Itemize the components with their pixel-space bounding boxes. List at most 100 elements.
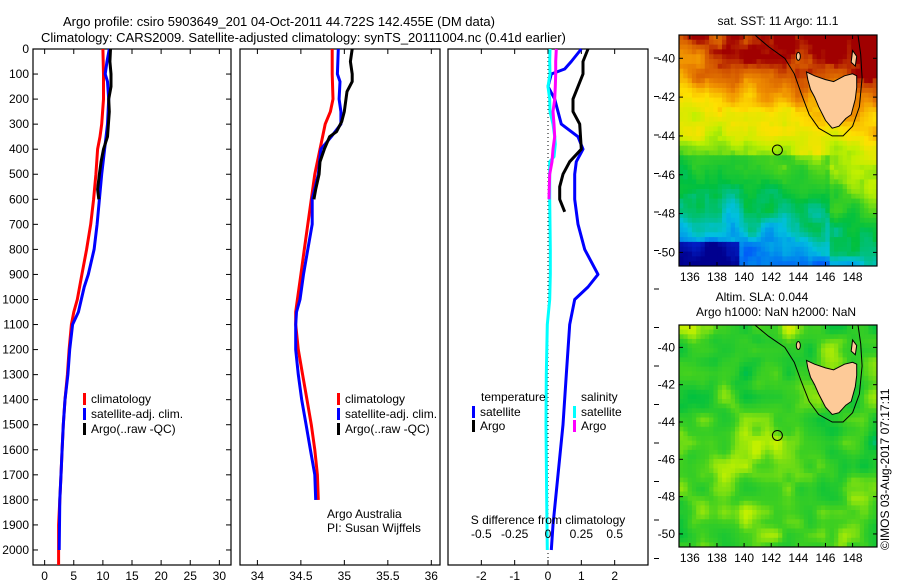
map-cell xyxy=(842,473,848,479)
map-cell xyxy=(679,97,684,103)
map-cell xyxy=(868,198,874,204)
x-tick-label: 35.5 xyxy=(376,569,400,580)
map-cell xyxy=(782,73,788,79)
map-cell xyxy=(679,83,684,89)
map-cell xyxy=(790,500,796,506)
map-cell xyxy=(769,39,775,46)
map-cell xyxy=(722,500,727,506)
map-cell xyxy=(709,394,714,400)
map-cell xyxy=(704,399,710,405)
map-cell xyxy=(683,222,689,229)
map-cell xyxy=(739,198,745,204)
map-cell xyxy=(834,431,839,437)
map-cell xyxy=(786,251,792,257)
map-cell xyxy=(872,140,877,147)
map-cell xyxy=(735,394,740,400)
map-cell xyxy=(773,179,779,185)
map-cell xyxy=(726,496,732,502)
x-tick-label: 138 xyxy=(707,551,727,565)
map-cell xyxy=(709,169,714,176)
map-cell xyxy=(834,213,839,219)
map-cell xyxy=(790,403,796,409)
map-cell xyxy=(795,542,801,547)
map-cell xyxy=(726,426,732,432)
map-cell xyxy=(864,116,869,123)
map-cell xyxy=(825,325,831,331)
map-cell xyxy=(778,78,783,84)
map-heatmap-cells xyxy=(679,325,877,547)
y-tick-label: -48 xyxy=(658,207,676,221)
map-cell xyxy=(803,325,809,331)
map-cell xyxy=(782,519,788,525)
map-cell xyxy=(868,482,874,488)
map-cell xyxy=(812,491,818,497)
map-cell xyxy=(842,514,848,520)
map-cell xyxy=(760,394,766,400)
map-cell xyxy=(679,426,684,432)
map-cell xyxy=(859,325,865,331)
map-cell xyxy=(769,107,775,113)
series-line-salinity-argo xyxy=(547,48,558,200)
map-cell xyxy=(726,445,732,451)
map-cell xyxy=(778,352,783,358)
map-cell xyxy=(872,477,877,483)
map-cell xyxy=(864,107,869,113)
map-cell xyxy=(821,449,826,456)
map-cell xyxy=(782,49,788,55)
map-cell xyxy=(834,491,839,497)
map-cell xyxy=(782,426,788,432)
map-cell xyxy=(735,54,740,60)
map-cell xyxy=(709,519,714,525)
map-cell xyxy=(709,160,714,166)
map-cell xyxy=(704,232,710,238)
map-cell xyxy=(735,417,740,423)
map-cell xyxy=(851,203,857,209)
map-cell xyxy=(821,179,826,185)
map-cell xyxy=(704,486,710,493)
map-cell xyxy=(846,179,852,185)
map-cell xyxy=(735,49,740,55)
map-cell xyxy=(709,491,714,497)
map-cell xyxy=(704,237,710,243)
map-frame xyxy=(678,324,878,548)
map-cell xyxy=(769,63,775,70)
map-cell xyxy=(872,338,877,345)
map-cell xyxy=(872,371,877,377)
map-cell xyxy=(855,102,861,108)
map-cell xyxy=(683,97,689,103)
map-cell xyxy=(829,73,835,79)
map-cell xyxy=(851,403,857,409)
map-cell xyxy=(713,174,719,180)
map-cell xyxy=(765,338,770,345)
map-cell xyxy=(821,251,826,257)
map-cell xyxy=(803,179,809,185)
map-cell xyxy=(782,459,788,465)
map-cell xyxy=(756,78,762,84)
map-cell xyxy=(816,468,822,474)
map-cell xyxy=(829,454,835,460)
map-cell xyxy=(752,334,758,340)
map-cell xyxy=(799,78,805,84)
map-cell xyxy=(683,459,689,465)
map-cell xyxy=(709,454,714,460)
map-cell xyxy=(769,352,775,358)
map-cell xyxy=(691,468,697,474)
map-cell xyxy=(782,121,788,127)
map-cell xyxy=(683,542,689,547)
map-cell xyxy=(795,126,801,132)
map-cell xyxy=(760,241,766,248)
map-cell xyxy=(726,449,732,456)
map-cell xyxy=(821,486,826,493)
map-cell xyxy=(700,528,706,534)
map-cell xyxy=(683,514,689,520)
map-cell xyxy=(747,412,753,419)
map-cell xyxy=(743,445,749,451)
map-cell xyxy=(726,164,732,171)
map-cell xyxy=(747,213,753,219)
map-cell xyxy=(679,514,684,520)
map-cell xyxy=(790,537,796,543)
map-cell xyxy=(799,49,805,55)
map-cell xyxy=(864,217,869,224)
map-cell xyxy=(760,389,766,395)
map-cell xyxy=(696,366,702,372)
